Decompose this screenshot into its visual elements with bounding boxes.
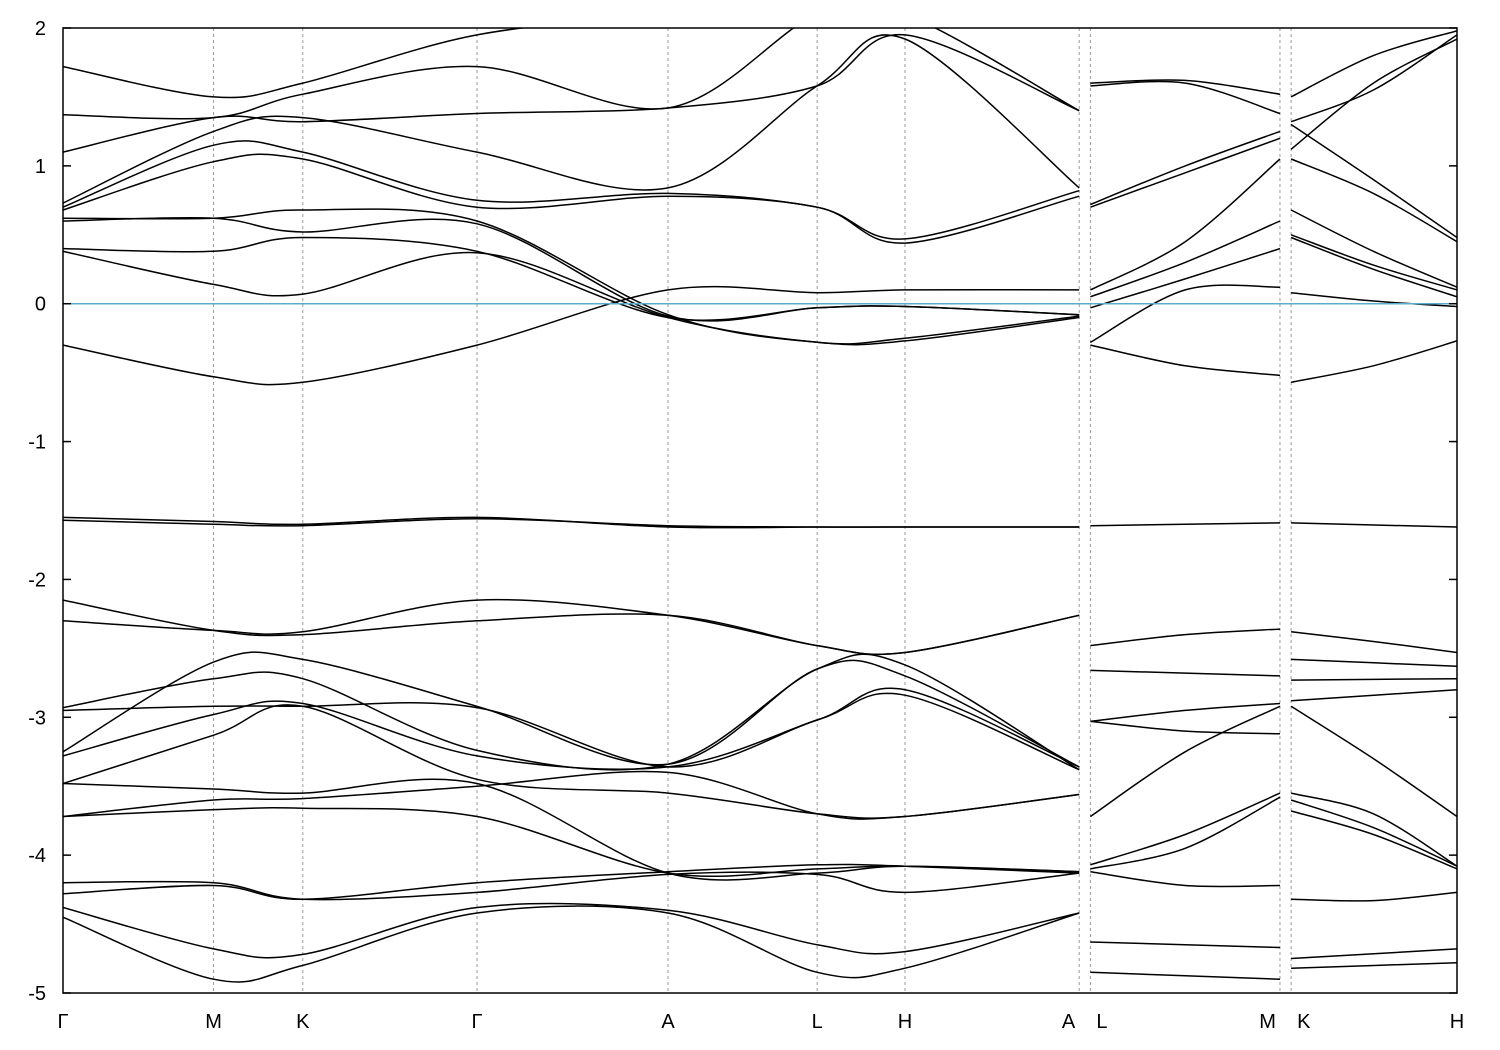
band-line	[1090, 130, 1281, 206]
band-line	[63, 863, 1080, 901]
band-line	[1089, 705, 1281, 818]
band-line	[1290, 234, 1457, 291]
band-line	[63, 34, 1080, 204]
band-line	[63, 651, 1080, 768]
band-line	[63, 770, 1080, 820]
k-point-gridlines	[213, 28, 1292, 993]
band-line	[1291, 961, 1457, 969]
y-tick-label: 0	[35, 294, 46, 316]
band-lines	[63, 28, 1457, 983]
band-line	[1090, 720, 1281, 735]
x-tick-label: L	[1096, 1011, 1107, 1033]
band-line	[63, 153, 1080, 244]
y-tick-label: -2	[28, 569, 46, 591]
band-line	[1090, 284, 1281, 343]
x-tick-label: M	[205, 1011, 222, 1033]
band-line	[63, 518, 1080, 528]
band-line	[63, 902, 1080, 959]
band-line	[1290, 209, 1457, 288]
band-line	[1290, 34, 1457, 123]
band-line	[63, 28, 528, 99]
band-line	[63, 599, 1080, 656]
band-line	[63, 778, 1080, 881]
band-line	[1090, 669, 1281, 677]
band-line	[1090, 79, 1281, 95]
y-tick-label: -4	[28, 845, 46, 867]
band-line	[63, 250, 1080, 346]
band-line	[63, 905, 1080, 983]
band-line	[1291, 658, 1457, 668]
y-tick-label: -1	[28, 432, 46, 454]
band-line	[1290, 340, 1457, 384]
band-line	[1291, 522, 1457, 528]
y-tick-label: 2	[35, 18, 46, 40]
band-line	[1291, 948, 1457, 960]
band-line	[1090, 158, 1281, 291]
band-line	[63, 516, 1080, 529]
band-line	[1090, 796, 1281, 870]
band-line	[63, 285, 1080, 386]
band-line	[1290, 792, 1457, 867]
x-tick-label: L	[812, 1011, 823, 1033]
band-line	[1090, 522, 1281, 527]
band-line	[63, 871, 1080, 901]
band-line	[1090, 971, 1281, 980]
band-line	[1290, 810, 1457, 870]
x-tick-label: H	[1450, 1011, 1464, 1033]
band-line	[63, 140, 1080, 240]
band-line	[1090, 137, 1281, 208]
band-line	[1290, 123, 1457, 239]
band-line	[63, 28, 1080, 120]
x-tick-label: K	[1297, 1011, 1311, 1033]
x-tick-label: K	[296, 1011, 310, 1033]
band-line	[63, 687, 1080, 770]
x-tick-label: A	[1062, 1011, 1076, 1033]
y-tick-label: 1	[35, 156, 46, 178]
band-line	[63, 653, 1080, 771]
band-line	[1290, 30, 1457, 98]
plot-frame	[62, 27, 1458, 994]
band-line	[1290, 38, 1457, 150]
y-axis-tick-labels: 2 1 0 -1 -2 -3 -4 -5	[28, 18, 46, 1005]
x-tick-label: A	[661, 1011, 675, 1033]
band-line	[1290, 705, 1457, 818]
band-line	[1090, 80, 1281, 115]
x-tick-label: Γ	[57, 1011, 68, 1033]
y-tick-label: -3	[28, 707, 46, 729]
band-line	[1090, 220, 1281, 298]
y-axis-ticks	[63, 27, 1457, 994]
x-tick-label: Γ	[472, 1011, 483, 1033]
band-line	[1090, 792, 1281, 866]
band-line	[1290, 799, 1457, 867]
band-line	[63, 704, 1080, 819]
band-line	[1090, 702, 1281, 723]
band-line	[63, 598, 1080, 656]
band-line	[1291, 688, 1457, 702]
x-tick-label: H	[898, 1011, 912, 1033]
y-tick-label: -5	[28, 983, 46, 1005]
band-line	[63, 692, 1080, 771]
band-line	[1291, 291, 1457, 308]
band-line	[1291, 677, 1457, 681]
band-line	[1090, 247, 1281, 309]
band-line	[1290, 158, 1457, 243]
band-line	[1090, 870, 1281, 888]
band-line	[1291, 891, 1457, 902]
band-line	[1090, 628, 1281, 647]
band-line	[63, 217, 1080, 322]
band-line	[63, 208, 1080, 345]
band-line	[1090, 344, 1281, 377]
band-line	[63, 34, 1080, 153]
x-tick-label: M	[1259, 1011, 1276, 1033]
band-line	[1090, 941, 1281, 949]
band-line	[1290, 236, 1457, 298]
band-line	[1291, 631, 1457, 654]
